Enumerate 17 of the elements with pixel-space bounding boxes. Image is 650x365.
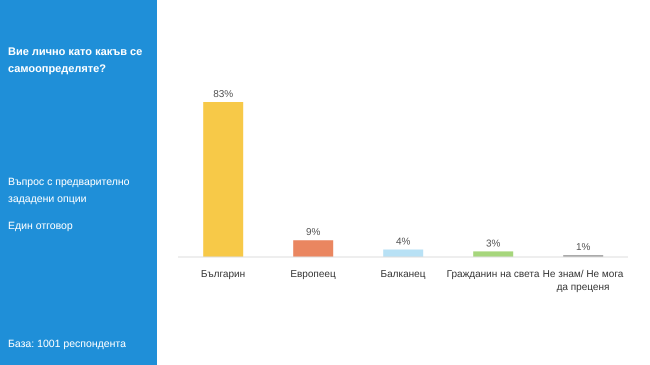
text: Вие лично като какъв се самоопределяте? [8,45,144,77]
data-label: 9% [306,227,321,238]
bar [383,250,424,257]
data-label: 4% [396,236,411,248]
data-label: 3% [486,238,501,250]
bar [293,240,334,257]
data-label: 83% [213,89,234,100]
x-tick-label: Европеец [290,269,336,280]
x-tick-label: Гражданин на света [446,269,540,280]
text: Един отговор [8,220,74,232]
x-tick-label: Балканец [380,269,426,280]
x-tick-label: Българин [200,269,246,280]
x-tick-label: Не знам/ Не мога да преценя [542,269,624,293]
bar [203,102,244,257]
data-label: 1% [576,242,591,254]
text: Въпрос с предварително зададени опции [8,175,130,207]
text: База: 1001 респондента [8,338,127,350]
